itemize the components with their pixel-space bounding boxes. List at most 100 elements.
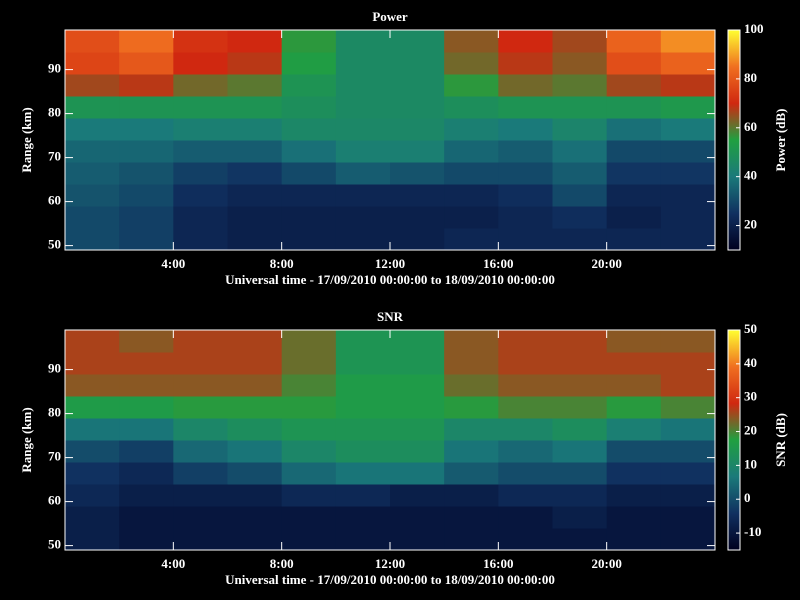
heat-cell	[552, 352, 608, 375]
chart-title: SNR	[377, 309, 404, 324]
heat-cell	[227, 418, 283, 441]
heat-cell	[65, 440, 120, 463]
heat-cell	[552, 462, 608, 485]
heat-cell	[498, 228, 553, 251]
heat-cell	[119, 440, 174, 463]
heat-cell	[444, 30, 499, 53]
heat-cell	[552, 74, 608, 97]
x-tick-label: 20:00	[591, 256, 621, 271]
heat-cell	[227, 484, 283, 507]
heat-cell	[606, 30, 662, 53]
heat-cell	[498, 440, 553, 463]
heat-cell	[660, 352, 716, 375]
heat-cell	[498, 374, 553, 397]
heat-cell	[119, 30, 174, 53]
heat-cell	[606, 228, 662, 251]
heat-cell	[606, 184, 662, 207]
heat-cell	[498, 528, 553, 551]
colorbar-tick-label: 100	[744, 21, 764, 36]
heat-cell	[65, 206, 120, 229]
y-tick-label: 90	[48, 61, 61, 76]
heat-cell	[173, 206, 228, 229]
heat-cell	[65, 462, 120, 485]
heat-cell	[390, 96, 445, 119]
heat-cell	[606, 418, 662, 441]
heat-cell	[119, 484, 174, 507]
heat-cell	[552, 96, 608, 119]
chart-title: Power	[372, 9, 408, 24]
heat-cell	[444, 140, 499, 163]
heat-cell	[173, 484, 228, 507]
heat-cell	[65, 140, 120, 163]
y-tick-label: 80	[48, 105, 61, 120]
heat-cell	[65, 484, 120, 507]
heat-cell	[498, 30, 553, 53]
heat-cell	[173, 52, 228, 75]
heat-cell	[227, 440, 283, 463]
heat-cell	[444, 374, 499, 397]
colorbar-label: Power (dB)	[773, 109, 788, 172]
heat-cell	[606, 96, 662, 119]
heat-cell	[335, 462, 391, 485]
heat-cell	[173, 118, 228, 141]
heat-cell	[660, 506, 716, 529]
heat-cell	[119, 206, 174, 229]
heat-cell	[390, 118, 445, 141]
heat-cell	[335, 440, 391, 463]
heat-cell	[119, 228, 174, 251]
heat-cell	[119, 352, 174, 375]
heat-cell	[227, 30, 283, 53]
heat-cell	[173, 418, 228, 441]
heat-cell	[390, 74, 445, 97]
heat-cell	[552, 52, 608, 75]
heat-cell	[606, 506, 662, 529]
heat-cell	[281, 418, 337, 441]
heat-cell	[173, 96, 228, 119]
heat-cell	[281, 528, 337, 551]
heat-cell	[335, 528, 391, 551]
heat-cell	[281, 440, 337, 463]
heat-cell	[660, 418, 716, 441]
colorbar-tick-label: 30	[744, 389, 757, 404]
heat-cell	[660, 396, 716, 419]
y-tick-label: 50	[48, 237, 61, 252]
heat-cell	[444, 206, 499, 229]
heat-cell	[552, 162, 608, 185]
x-tick-label: 8:00	[270, 256, 294, 271]
heat-cell	[119, 96, 174, 119]
heat-cell	[390, 440, 445, 463]
heat-cell	[660, 462, 716, 485]
heat-cell	[606, 206, 662, 229]
heat-cell	[390, 184, 445, 207]
colorbar-frame	[727, 329, 741, 551]
colorbar-tick-label: 40	[744, 355, 757, 370]
heat-cell	[65, 528, 120, 551]
heat-cell	[606, 440, 662, 463]
heat-cell	[660, 484, 716, 507]
heat-cell	[390, 52, 445, 75]
heat-cell	[552, 330, 608, 353]
heat-cell	[281, 52, 337, 75]
y-tick-label: 70	[48, 149, 61, 164]
heat-cell	[335, 118, 391, 141]
colorbar-tick-label: 60	[744, 119, 757, 134]
heat-cell	[660, 96, 716, 119]
colorbar-tick-label: 40	[744, 168, 757, 183]
heat-cell	[65, 52, 120, 75]
heat-cell	[444, 228, 499, 251]
heat-cell	[335, 74, 391, 97]
y-tick-label: 90	[48, 361, 61, 376]
heat-cell	[65, 396, 120, 419]
heat-cell	[227, 96, 283, 119]
heat-cell	[173, 396, 228, 419]
heat-cell	[119, 140, 174, 163]
heat-cell	[335, 206, 391, 229]
heat-cell	[660, 440, 716, 463]
heat-cell	[335, 228, 391, 251]
heat-cell	[606, 52, 662, 75]
heat-cell	[552, 184, 608, 207]
heat-cell	[660, 118, 716, 141]
y-tick-label: 60	[48, 493, 61, 508]
heat-cell	[606, 118, 662, 141]
